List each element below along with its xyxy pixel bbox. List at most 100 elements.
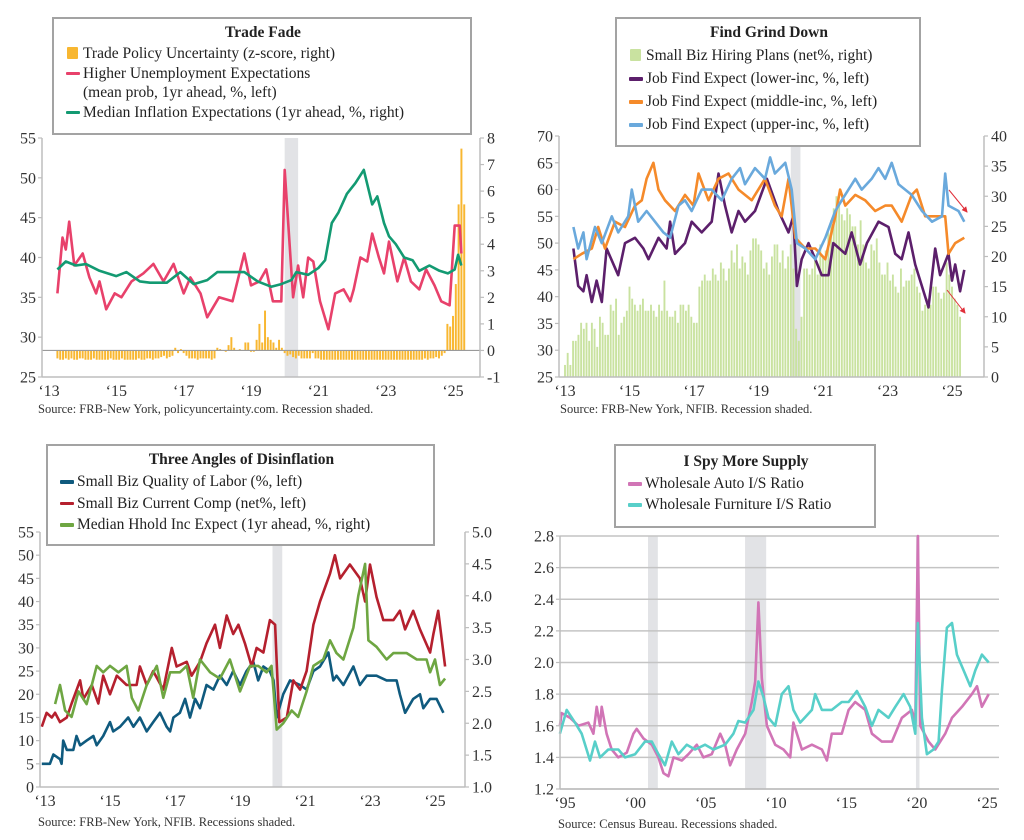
bar — [832, 208, 835, 377]
bar — [280, 347, 283, 351]
bar — [404, 350, 407, 360]
bar — [617, 334, 620, 377]
bar — [894, 286, 897, 377]
bar — [118, 350, 121, 360]
bar — [620, 322, 623, 377]
bar — [932, 286, 935, 377]
x-tick-label: ‘17 — [173, 383, 194, 400]
bar — [666, 310, 669, 377]
bar — [87, 350, 90, 360]
bar — [916, 286, 919, 377]
bar — [336, 350, 339, 360]
bar — [202, 350, 205, 359]
y-right-tick-label: 2 — [487, 290, 495, 307]
y-right-tick-label: 3 — [487, 263, 495, 280]
bar — [951, 286, 953, 377]
bar — [865, 262, 867, 377]
y-left-tick-label: 70 — [537, 129, 553, 146]
y-right-tick-label: 1.5 — [472, 748, 492, 765]
bar — [564, 364, 566, 377]
bar — [250, 350, 252, 352]
bar — [278, 339, 281, 351]
bar — [120, 350, 123, 359]
legend: Three Angles of Disinflation Small Biz Q… — [46, 444, 435, 546]
legend-label: Median Inflation Expectations (1yr ahead… — [83, 103, 405, 121]
bar — [379, 350, 382, 360]
y-right-tick-label: 0 — [991, 370, 999, 387]
legend-label: Wholesale Auto I/S Ratio — [645, 475, 804, 492]
y-left-tick-label: 55 — [537, 209, 553, 226]
bar — [741, 256, 744, 377]
chart-trade-fade: 25 30 35 40 45 50 55 -1 0 1 2 3 4 5 6 7 8 ‘13 ‘15 ‘17 ‘19 ‘21… — [0, 0, 512, 420]
bar — [768, 274, 771, 377]
bar — [607, 334, 609, 377]
bar — [264, 310, 267, 351]
bar — [633, 304, 636, 377]
bar — [889, 280, 892, 377]
bar — [407, 350, 410, 360]
bar — [746, 274, 749, 377]
bar — [854, 226, 857, 377]
legend-label: Small Biz Current Comp (net%, left) — [77, 494, 307, 512]
x-tick-label: ‘17 — [683, 383, 704, 400]
bar — [668, 316, 671, 377]
y-right-tick-label: 2.0 — [472, 716, 492, 733]
bar — [655, 316, 658, 377]
bar — [446, 323, 449, 351]
bar — [415, 350, 418, 360]
x-tick-label: ‘19 — [229, 793, 250, 810]
y-right-tick-label: 5.0 — [472, 525, 492, 542]
x-tick-label: ‘15 — [619, 383, 640, 400]
bar — [373, 350, 376, 360]
legend-label: Wholesale Furniture I/S Ratio — [645, 496, 832, 513]
y-left-tick-label: 30 — [18, 640, 34, 657]
bar — [191, 350, 194, 359]
source-note: Source: FRB-New York, NFIB. Recessions s… — [38, 815, 296, 829]
bar — [609, 304, 612, 377]
bar — [227, 345, 230, 351]
bar — [816, 274, 819, 377]
bar — [398, 350, 401, 360]
y-right-tick-label: 4.0 — [472, 588, 492, 605]
bar — [631, 298, 634, 377]
bar — [224, 350, 227, 352]
bar — [151, 350, 154, 360]
bar — [62, 350, 65, 360]
y-left-tick-label: 1.4 — [534, 750, 554, 767]
bar — [252, 350, 255, 352]
bar — [744, 262, 747, 377]
bar — [577, 334, 580, 377]
bar — [432, 350, 435, 359]
bar — [370, 350, 373, 360]
bar — [875, 238, 878, 377]
legend-item: Trade Policy Uncertainty (z-score, right… — [66, 44, 460, 64]
bar — [216, 347, 219, 351]
bar — [652, 310, 655, 377]
bar — [213, 350, 216, 359]
y-left-tick-label: 25 — [18, 664, 34, 681]
y-right-tick-label: 40 — [991, 129, 1007, 146]
x-tick-label: ‘05 — [695, 795, 716, 812]
bar — [146, 350, 149, 359]
bar — [393, 350, 396, 360]
y-right-tick-label: 6 — [487, 184, 495, 201]
bar — [639, 304, 642, 377]
bar — [56, 350, 59, 359]
bar — [418, 350, 421, 360]
legend-label: Median Hhold Inc Expect (1yr ahead, %, r… — [77, 516, 371, 533]
chart-title: Find Grind Down — [709, 24, 828, 41]
legend-item: Small Biz Hiring Plans (net%, right) — [629, 44, 909, 67]
y-left-tick-label: 55 — [18, 525, 34, 542]
bar — [924, 304, 927, 377]
bar — [805, 268, 808, 377]
bar — [247, 342, 250, 351]
bar — [840, 214, 843, 377]
bar — [625, 310, 628, 377]
bar — [303, 350, 306, 359]
y-left-tick-label: 40 — [20, 250, 36, 267]
chart-title: Three Angles of Disinflation — [148, 451, 335, 468]
legend-label: Job Find Expect (upper-inc, %, left) — [646, 116, 870, 133]
bar — [776, 244, 779, 377]
bar — [67, 350, 70, 360]
series-line-higher-unemployment-expectations — [56, 168, 463, 331]
